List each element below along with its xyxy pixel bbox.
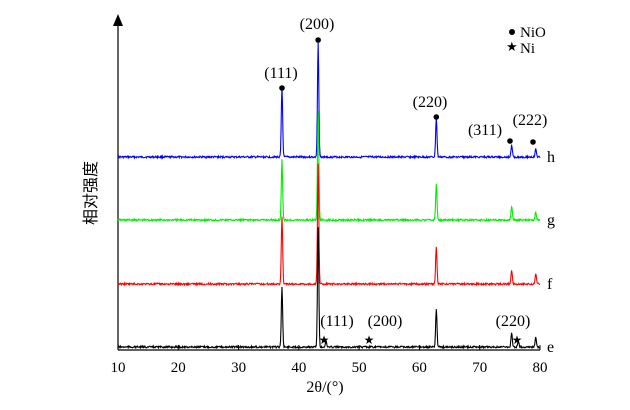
nio-marker-icon <box>315 37 321 43</box>
ni-marker-icon: ★ <box>319 333 330 347</box>
x-tick-label: 10 <box>111 360 126 376</box>
ni-marker-icon: ★ <box>512 333 523 347</box>
series-h-line <box>117 42 541 160</box>
nio-peak-label: (220) <box>413 94 448 111</box>
x-tick-label: 70 <box>472 360 487 376</box>
nio-marker-icon <box>279 85 285 91</box>
nio-peak-label: (222) <box>513 112 548 129</box>
ni-marker-icon: ★ <box>364 333 375 347</box>
legend: NiO ★ Ni <box>506 25 546 57</box>
x-axis-label: 2θ/(°) <box>306 379 343 396</box>
ni-peak-label: (220) <box>496 313 531 330</box>
ni-peak-label: (111) <box>320 313 353 330</box>
x-tick-label: 30 <box>231 360 246 376</box>
x-ticks: 10 20 30 40 50 60 70 80 <box>111 345 548 376</box>
series-h-label: h <box>547 149 555 166</box>
series-f-line <box>117 163 541 287</box>
series-g-label: g <box>547 212 555 229</box>
nio-peak-label: (111) <box>264 65 297 82</box>
nio-marker-icon <box>507 138 513 144</box>
series-e-line <box>117 227 541 350</box>
legend-dot-icon <box>509 29 515 35</box>
nio-peak-label: (200) <box>300 16 335 33</box>
nio-peak-label: (311) <box>468 122 502 139</box>
curves <box>117 42 541 350</box>
legend-nio-label: NiO <box>520 25 546 41</box>
nio-marker-icon <box>433 114 440 120</box>
nio-marker-icon <box>530 139 536 145</box>
x-tick-label: 50 <box>352 360 367 376</box>
y-axis-label: 相对强度 <box>82 161 100 225</box>
series-e-label: e <box>547 339 554 356</box>
series-f-label: f <box>547 276 553 293</box>
x-tick-label: 20 <box>171 360 186 376</box>
legend-star-icon: ★ <box>506 39 518 54</box>
curve-labels: h g f e <box>547 149 555 356</box>
x-tick-label: 40 <box>291 360 306 376</box>
series-g-line <box>117 110 541 223</box>
x-tick-label: 60 <box>412 360 427 376</box>
x-tick-label: 80 <box>533 360 548 376</box>
y-axis-arrow <box>113 14 123 26</box>
legend-ni-label: Ni <box>520 41 535 57</box>
annotations: (111) (200) (220) (311) (222) (111) ★ (200) ★ (22… <box>264 16 547 347</box>
ni-peak-label: (200) <box>368 313 403 330</box>
